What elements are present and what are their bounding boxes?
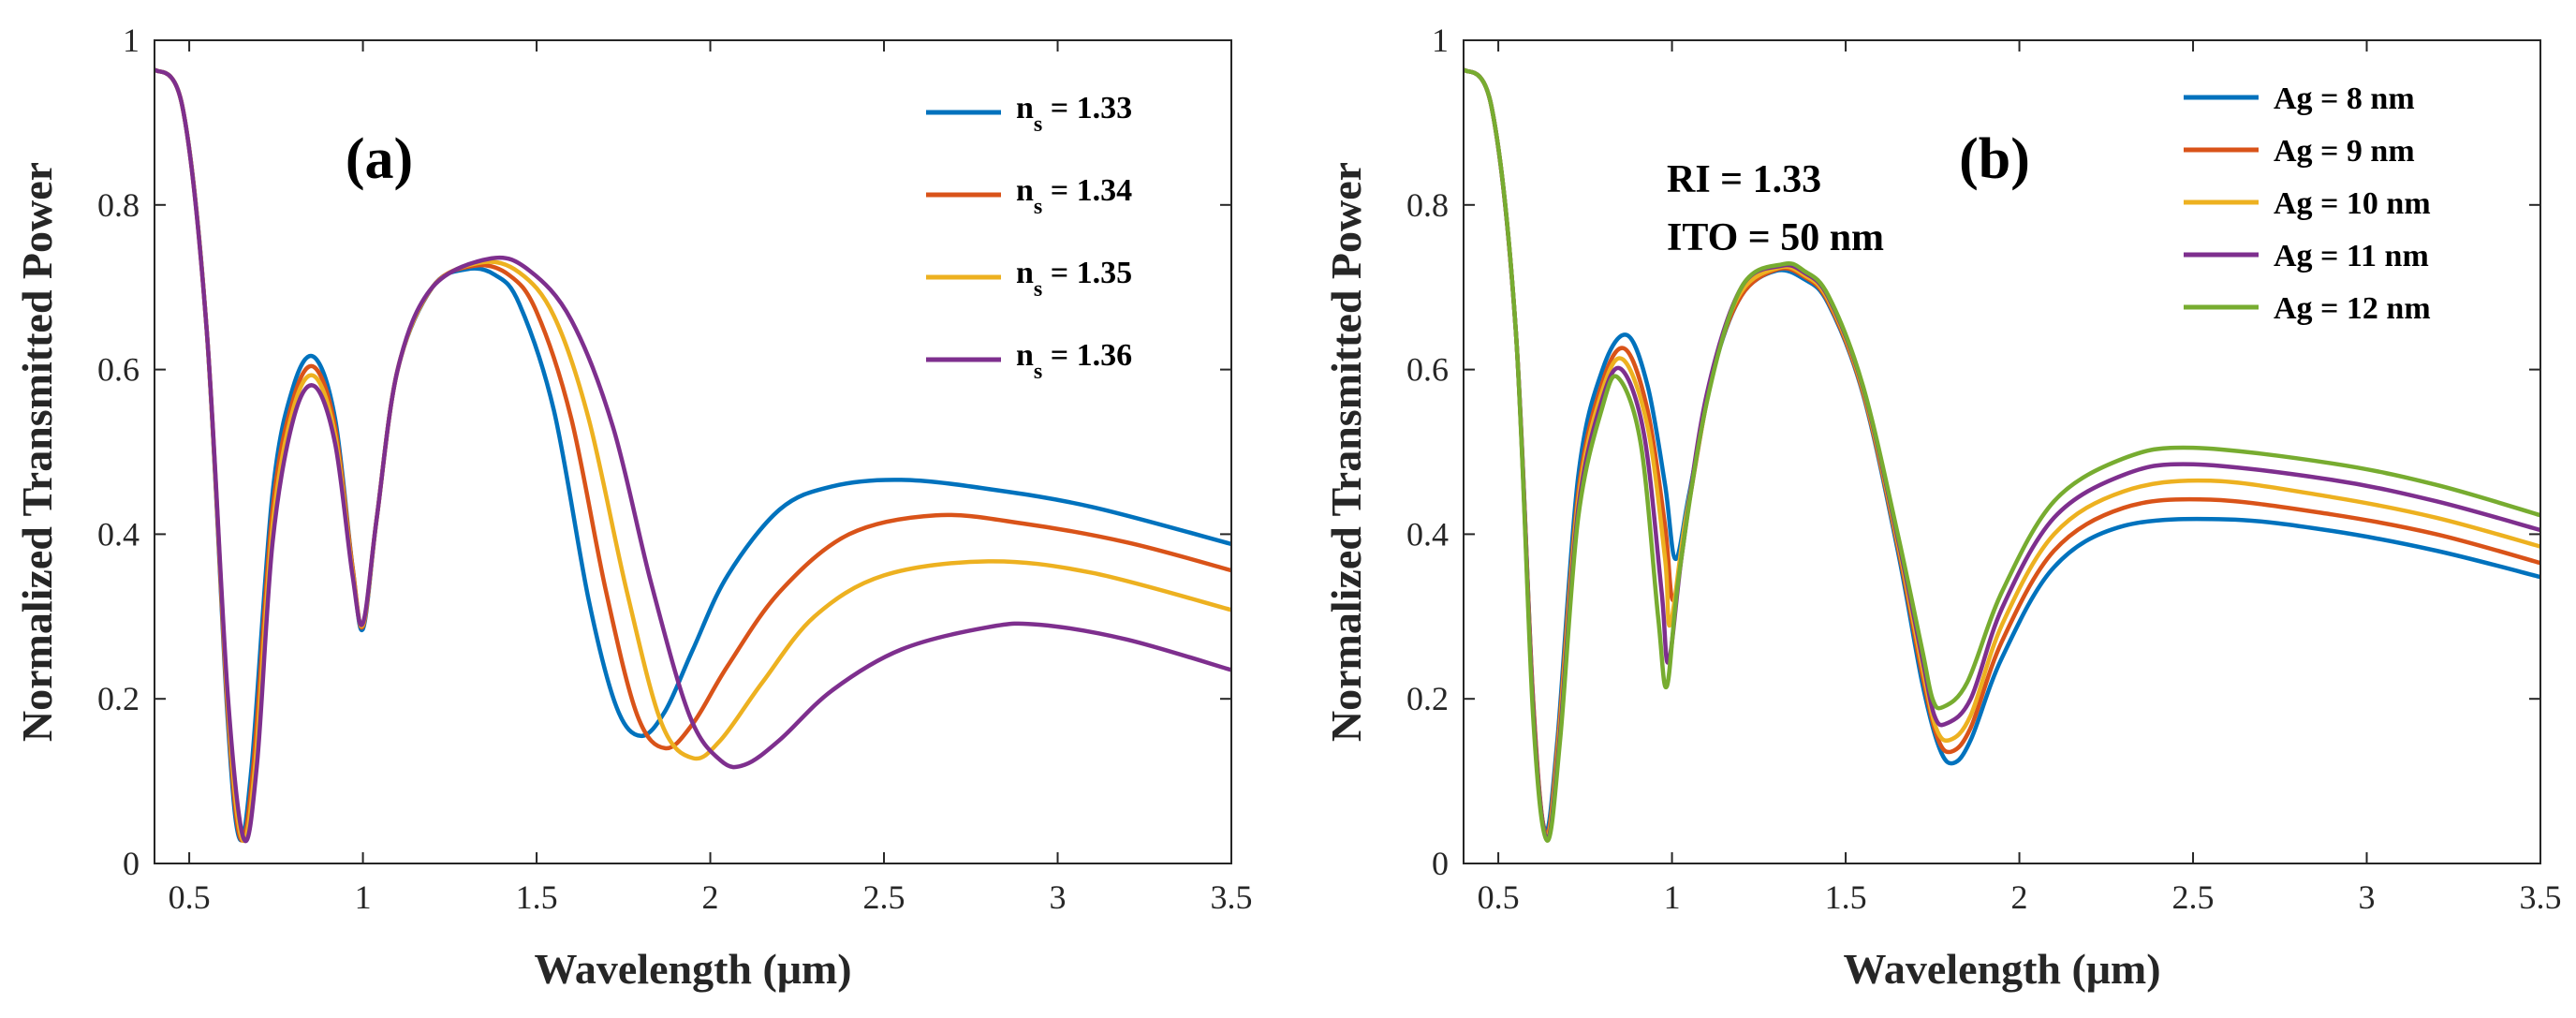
x-tick-label: 3.5	[2520, 878, 2562, 916]
y-tick-label: 0.6	[1406, 351, 1449, 389]
x-tick-label: 1	[1664, 878, 1681, 916]
y-tick-label: 1	[123, 22, 140, 59]
annotation-text: RI = 1.33	[1667, 158, 1821, 201]
legend-label: Ag = 10 nm	[2274, 186, 2431, 221]
legend: ns = 1.33 ns = 1.34 ns = 1.35 ns = 1.36	[912, 55, 1195, 407]
x-axis-label: Wavelength (μm)	[1843, 945, 2160, 993]
y-tick-label: 0.4	[1406, 515, 1449, 553]
y-tick-label: 0.2	[97, 680, 140, 717]
y-tick-label: 1	[1432, 22, 1449, 59]
legend-label: Ag = 11 nm	[2274, 239, 2429, 273]
y-tick-label: 0.6	[97, 351, 140, 389]
panel-label: (b)	[1959, 127, 2030, 191]
y-axis-label: Normalized Transmitted Power	[13, 162, 61, 742]
x-tick-label: 0.5	[1478, 878, 1520, 916]
legend-box	[2170, 55, 2518, 340]
x-axis-label: Wavelength (μm)	[534, 945, 851, 993]
legend-label: ns = 1.36	[1016, 338, 1132, 384]
legend-label: ns = 1.33	[1016, 91, 1132, 137]
y-tick-label: 0.8	[97, 186, 140, 224]
legend-label: Ag = 9 nm	[2274, 134, 2415, 169]
x-tick-label: 2.5	[2172, 878, 2215, 916]
y-tick-label: 0.2	[1406, 680, 1449, 717]
axes-frame	[154, 39, 1232, 864]
x-tick-label: 2	[2011, 878, 2028, 916]
y-tick-label: 0	[123, 845, 140, 882]
y-tick-label: 0.4	[97, 515, 140, 553]
x-tick-label: 1.5	[516, 878, 558, 916]
chart-panel-2: 0.5 1 1.5 2 2.5 3 3.5 0 0.2 0.4 0.6 0.8 1 Wavelength …	[1322, 22, 2562, 993]
legend-label: ns = 1.34	[1016, 173, 1132, 219]
x-tick-label: 3	[1050, 878, 1067, 916]
chart-panel-1: 0.5 1 1.5 2 2.5 3 3.5 0 0.2 0.4 0.6 0.8 1 Wavelength …	[13, 22, 1253, 993]
annotation-text: ITO = 50 nm	[1667, 216, 1884, 259]
x-tick-label: 2	[702, 878, 719, 916]
y-tick-label: 0.8	[1406, 186, 1449, 224]
legend-label: Ag = 8 nm	[2274, 81, 2415, 116]
legend-label: ns = 1.35	[1016, 256, 1132, 302]
legend-label: Ag = 12 nm	[2274, 291, 2431, 326]
series-line-4	[155, 67, 1231, 844]
series-line-5	[1464, 67, 2540, 843]
axes-frame	[1463, 39, 2541, 864]
x-tick-label: 2.5	[863, 878, 905, 916]
x-tick-label: 0.5	[169, 878, 211, 916]
legend: Ag = 8 nm Ag = 9 nm Ag = 10 nm Ag = 11 nm Ag…	[2170, 55, 2518, 340]
x-tick-label: 3	[2359, 878, 2376, 916]
legend-box	[912, 55, 1195, 407]
y-tick-label: 0	[1432, 845, 1449, 882]
x-tick-label: 1.5	[1825, 878, 1867, 916]
x-tick-label: 3.5	[1211, 878, 1253, 916]
y-axis-label: Normalized Transmitted Power	[1322, 162, 1370, 742]
x-tick-label: 1	[355, 878, 372, 916]
panel-label: (a)	[346, 127, 413, 191]
